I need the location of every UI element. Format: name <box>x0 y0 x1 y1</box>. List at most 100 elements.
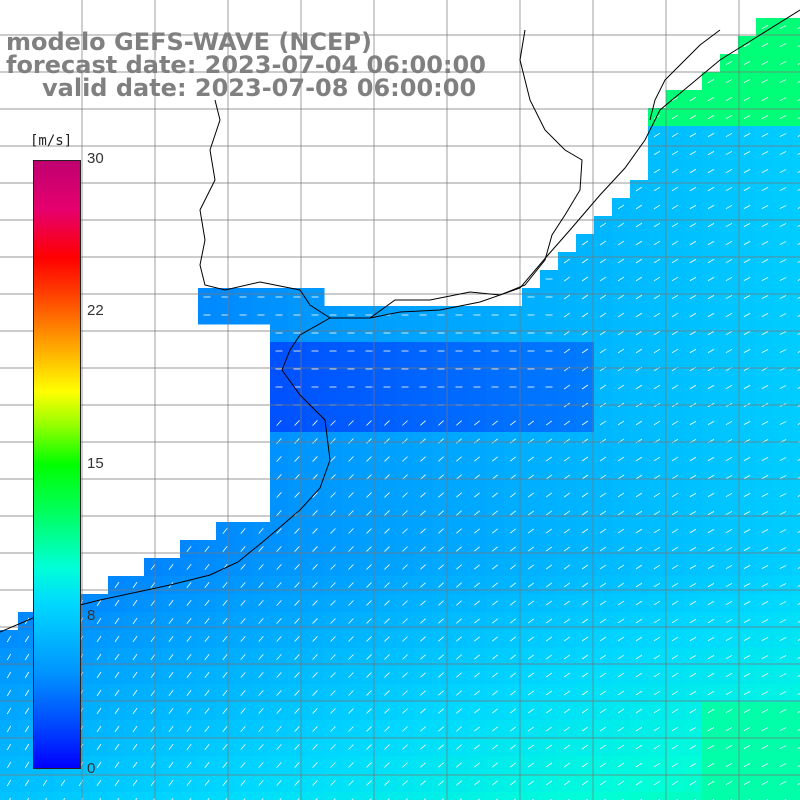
wind-arrow <box>330 636 336 642</box>
wind-arrow <box>653 222 661 228</box>
wind-arrow <box>420 690 426 696</box>
wind-arrow <box>312 690 318 696</box>
wind-arrow <box>635 240 643 246</box>
wind-cell <box>576 792 595 800</box>
wind-arrow <box>420 420 426 426</box>
wind-arrow <box>581 474 589 480</box>
wind-arrow <box>366 780 372 786</box>
wind-arrow <box>492 564 498 570</box>
wind-arrow <box>438 654 444 660</box>
wind-arrow <box>707 330 715 336</box>
wind-arrow <box>330 438 336 444</box>
wind-arrow <box>402 672 408 678</box>
wind-arrow <box>671 636 679 642</box>
wind-arrow <box>438 546 444 552</box>
wind-arrow <box>222 726 228 732</box>
wind-arrow <box>366 726 372 732</box>
wind-arrow <box>563 726 571 732</box>
wind-arrow <box>689 456 697 462</box>
wind-arrow <box>545 672 553 678</box>
wind-arrow <box>617 204 625 210</box>
wind-cell <box>792 486 800 505</box>
wind-arrow <box>45 797 48 800</box>
wind-arrow <box>509 654 517 660</box>
wind-arrow <box>204 708 210 714</box>
wind-cell <box>792 126 800 145</box>
wind-arrow <box>797 405 800 407</box>
wind-cell <box>792 576 800 595</box>
wind-arrow <box>474 510 480 516</box>
wind-arrow <box>581 618 589 624</box>
wind-arrow <box>402 744 408 750</box>
wind-arrow <box>402 510 408 516</box>
wind-arrow <box>312 492 318 498</box>
wind-arrow <box>671 186 679 192</box>
wind-arrow <box>689 726 697 732</box>
wind-arrow <box>24 689 30 697</box>
wind-arrow <box>384 492 390 498</box>
wind-arrow <box>617 546 625 552</box>
wind-arrow <box>330 564 336 570</box>
wind-arrow <box>617 222 625 228</box>
wind-arrow <box>635 186 643 192</box>
wind-cell <box>540 792 559 800</box>
wind-arrow <box>150 635 156 643</box>
wind-arrow <box>276 456 282 462</box>
wind-arrow <box>779 727 787 731</box>
wind-arrow <box>186 563 192 571</box>
wind-arrow <box>761 727 769 731</box>
wind-arrow <box>689 150 697 156</box>
wind-arrow <box>294 618 300 624</box>
wind-arrow <box>6 689 12 697</box>
wind-arrow <box>761 97 769 101</box>
wind-arrow <box>761 781 769 785</box>
wind-arrow <box>204 654 210 660</box>
wind-arrow <box>617 528 625 534</box>
wind-arrow <box>366 438 372 444</box>
wind-arrow <box>96 671 102 679</box>
wind-cell <box>792 198 800 217</box>
wind-arrow <box>474 762 480 768</box>
wind-arrow <box>527 618 535 624</box>
wind-arrow <box>743 547 751 551</box>
wind-arrow <box>653 294 661 300</box>
wind-arrow <box>384 438 390 444</box>
wind-arrow <box>761 655 769 659</box>
wind-arrow <box>366 456 372 462</box>
wind-arrow <box>6 761 12 769</box>
wind-cell <box>234 792 253 800</box>
wind-arrow <box>294 528 300 534</box>
wind-arrow <box>563 456 571 462</box>
wind-arrow <box>797 99 800 101</box>
wind-arrow <box>348 474 354 480</box>
wind-arrow <box>725 384 733 390</box>
wind-arrow <box>509 708 517 714</box>
wind-cell <box>792 594 800 613</box>
wind-arrow <box>294 564 300 570</box>
wind-arrow <box>96 779 102 787</box>
wind-arrow <box>474 420 480 426</box>
wind-arrow <box>456 780 462 786</box>
wind-arrow <box>671 276 679 282</box>
wind-arrow <box>456 420 462 426</box>
wind-arrow <box>617 582 625 588</box>
wind-arrow <box>132 743 138 751</box>
wind-arrow <box>797 639 800 641</box>
wind-arrow <box>6 653 12 661</box>
wind-arrow <box>474 492 480 498</box>
wind-arrow <box>599 582 607 588</box>
wind-arrow <box>707 690 715 696</box>
wind-arrow <box>653 654 661 660</box>
wind-arrow <box>761 43 769 47</box>
wind-arrow <box>671 456 679 462</box>
wind-arrow <box>474 528 480 534</box>
wind-arrow <box>761 511 769 515</box>
wind-cell <box>378 792 397 800</box>
wind-arrow <box>492 744 498 750</box>
wind-arrow <box>707 420 715 426</box>
wind-arrow <box>725 60 733 66</box>
wind-arrow <box>420 582 426 588</box>
wind-arrow <box>474 744 480 750</box>
wind-cell <box>792 414 800 433</box>
wind-arrow <box>258 618 264 624</box>
